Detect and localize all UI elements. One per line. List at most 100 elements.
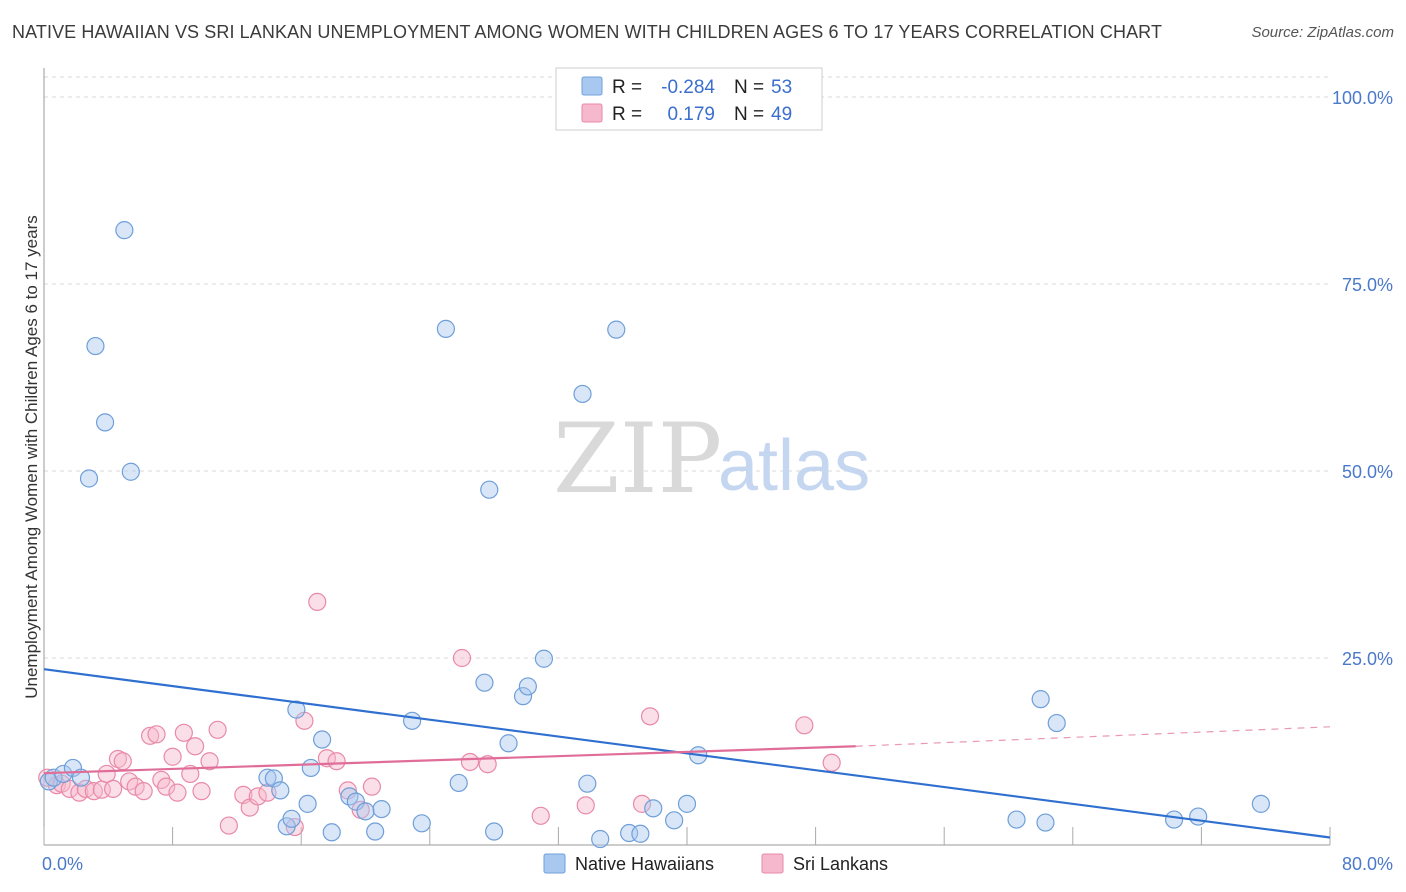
native-hawaiian-point-7 [95,413,115,432]
bottom-legend-swatch-pink [761,853,784,874]
legend-n-value-2: 49 [771,104,792,125]
native-hawaiian-point-39 [631,824,650,843]
legend-r-label-2: R = [612,104,642,125]
native-hawaiian-point-6 [86,336,105,356]
sri-lankan-point-42 [478,755,497,774]
sri-lankan-point-36 [327,752,346,771]
sri-lankan-point-47 [795,716,814,735]
x-tick-label-1: 80.0% [1342,854,1393,874]
watermark-atlas: atlas [718,426,870,506]
sri-lankans-points [38,592,841,837]
axes [43,68,1331,846]
sri-lankan-point-26 [208,720,227,739]
native-hawaiian-point-22 [356,802,375,821]
sri-lankan-point-20 [168,783,187,802]
legend-swatch-pink [581,103,603,123]
native-hawaiian-point-14 [282,809,301,828]
sri-lankan-point-39 [362,777,382,796]
sri-lankan-point-9 [104,779,123,799]
sri-lankans-trendline-1 [43,745,856,775]
legend-r-label-1: R = [612,77,642,98]
legend-n-value-1: 53 [771,77,792,98]
sri-lankan-point-15 [140,726,160,745]
native-hawaiian-point-43 [677,794,697,813]
trendlines [43,668,1331,839]
native-hawaiian-point-51 [1189,807,1208,826]
sri-lankan-point-30 [248,787,267,806]
native-hawaiian-point-8 [115,221,134,240]
native-hawaiian-point-25 [403,711,422,730]
sri-lankan-point-10 [108,749,128,769]
native-hawaiian-point-41 [607,320,626,339]
native-hawaiian-point-26 [412,814,431,833]
sri-lankan-point-24 [192,782,211,801]
native-hawaiian-point-16 [298,794,317,813]
y-axis-label: Unemployment Among Women with Children A… [22,215,41,699]
native-hawaiian-point-10 [258,768,277,787]
native-hawaiian-point-31 [499,734,518,753]
sri-lankan-point-16 [147,725,166,744]
native-hawaiian-point-42 [665,811,684,830]
native-hawaiian-point-23 [366,822,385,841]
native-hawaiian-point-45 [436,319,455,338]
bottom-legend-swatch-blue [543,853,566,874]
native-hawaiian-point-18 [312,730,332,749]
native-hawaiian-point-15 [287,700,306,719]
native-hawaiian-point-28 [475,673,494,692]
native-hawaiian-point-52 [1251,794,1270,813]
native-hawaiian-point-17 [301,758,320,778]
legend-n-label-1: N = [734,77,764,98]
native-hawaiian-point-50 [1164,810,1184,829]
legend-n-label-2: N = [734,104,764,125]
native-hawaiian-point-33 [518,677,537,696]
y-tick-label-3: 100.0% [1332,88,1393,108]
native-hawaiian-point-4 [71,768,91,787]
y-tick-label-1: 50.0% [1342,462,1393,482]
y-tick-labels: 25.0% 50.0% 75.0% 100.0% [1332,88,1393,669]
sri-lankan-point-14 [134,782,153,801]
sri-lankan-point-21 [174,723,193,742]
native-hawaiian-point-19 [322,823,341,842]
watermark: ZIP atlas [553,403,870,515]
y-tick-label-0: 25.0% [1342,649,1393,669]
native-hawaiian-point-36 [578,774,597,793]
sri-lankan-point-27 [219,816,238,835]
native-hawaiian-point-49 [1031,690,1050,709]
sri-lankan-point-48 [822,753,841,772]
sri-lankans-trendline-2 [855,726,1331,747]
sri-lankan-point-3 [60,779,79,799]
native-hawaiian-point-2 [54,764,73,784]
chart-title: NATIVE HAWAIIAN VS SRI LANKAN UNEMPLOYME… [12,22,1163,42]
x-tick-label-0: 0.0% [42,854,83,874]
bottom-legend-label-sri-lankans: Sri Lankans [793,854,888,874]
native-hawaiian-point-46 [1007,810,1026,829]
legend-r-value-2: 0.179 [667,104,715,125]
native-hawaiian-point-35 [573,384,592,404]
native-hawaiian-point-9 [121,462,140,481]
native-hawaiian-point-30 [480,480,499,499]
native-hawaiians-trendline-0 [43,668,1331,839]
sri-lankan-point-34 [308,592,327,612]
sri-lankan-point-25 [200,752,219,771]
sri-lankan-point-41 [460,752,480,772]
bottom-legend: Native Hawaiians Sri Lankans [543,853,888,874]
native-hawaiian-point-29 [485,822,504,841]
native-hawaiian-point-27 [449,773,468,793]
sri-lankan-point-11 [113,752,132,771]
sri-lankan-point-43 [531,806,550,825]
chart-source: Source: ZipAtlas.com [1251,24,1394,41]
sri-lankan-point-46 [640,707,660,726]
native-hawaiian-point-32 [513,687,533,706]
sri-lankan-point-8 [97,764,116,784]
legend-swatch-blue [581,76,603,96]
grid-lines [44,76,1330,659]
legend-r-value-1: -0.284 [661,77,715,98]
sri-lankan-point-19 [163,747,182,766]
sri-lankan-point-40 [452,648,472,668]
bottom-legend-label-native-hawaiians: Native Hawaiians [575,854,714,874]
native-hawaiian-point-37 [591,829,610,849]
native-hawaiian-point-24 [372,799,391,819]
sri-lankan-point-18 [157,777,176,796]
native-hawaiian-point-12 [271,781,290,800]
native-hawaiian-point-40 [644,799,663,818]
